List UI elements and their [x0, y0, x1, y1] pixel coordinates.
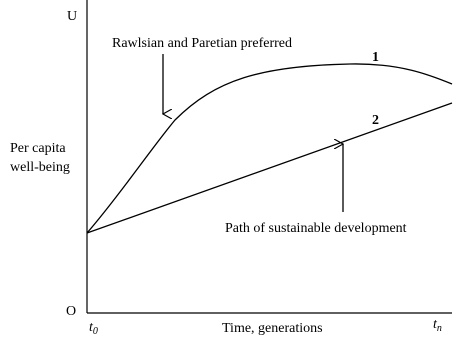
x-end-sub: n	[437, 323, 442, 334]
x-start-base: t	[89, 320, 94, 335]
axis-top-label: U	[67, 9, 77, 24]
curve-label: 2	[372, 113, 379, 128]
y-axis-label: Per capita	[10, 141, 66, 156]
x-start-sub: 0	[93, 326, 98, 337]
x-end-base: t	[433, 317, 438, 332]
curve-1	[86, 63, 453, 234]
origin-label: O	[66, 304, 76, 319]
x-axis-label: Time, generations	[222, 321, 323, 336]
curve-label: 1	[372, 50, 379, 65]
x-start-label: t0	[89, 320, 98, 337]
x-end-label: tn	[433, 317, 442, 334]
annotation: Path of sustainable development	[225, 221, 407, 236]
annotation: Rawlsian and Paretian preferred	[112, 36, 292, 51]
curve-2	[86, 102, 453, 234]
y-axis-label: well-being	[10, 160, 70, 175]
